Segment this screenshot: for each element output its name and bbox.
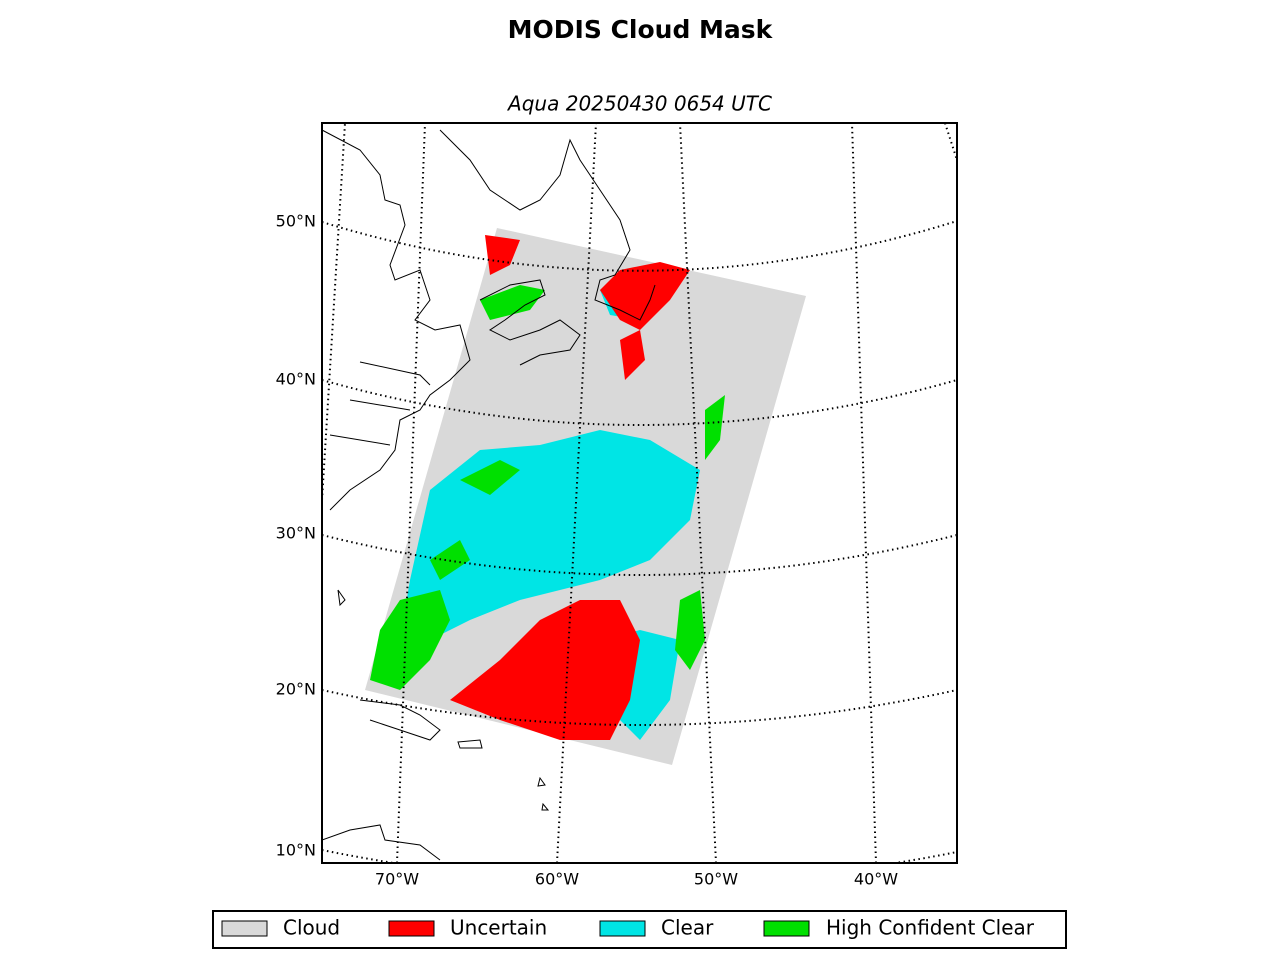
- lon-label: 70°W: [375, 870, 419, 889]
- title: MODIS Cloud Mask: [508, 15, 774, 44]
- legend-swatch: [388, 920, 435, 937]
- lat-label: 50°N: [276, 212, 316, 231]
- cloud-mask: [370, 235, 725, 740]
- mask-region: [620, 330, 645, 380]
- mask-region: [370, 590, 450, 690]
- lat-label: 30°N: [276, 524, 316, 543]
- lon-labels: 70°W 60°W 50°W 40°W: [375, 870, 898, 889]
- lat-label: 40°N: [276, 370, 316, 389]
- lat-label: 10°N: [276, 841, 316, 860]
- graticule: [322, 123, 957, 863]
- subtitle: Aqua 20250430 0654 UTC: [506, 92, 772, 116]
- mask-region: [460, 460, 520, 495]
- lat-label: 20°N: [276, 680, 316, 699]
- legend-label: Cloud: [283, 916, 340, 940]
- mask-region: [675, 590, 705, 670]
- map-frame: [321, 122, 958, 864]
- legend-swatch: [221, 920, 268, 937]
- mask-region: [705, 395, 725, 460]
- lon-label: 40°W: [854, 870, 898, 889]
- legend-swatch: [763, 920, 810, 937]
- lon-label: 60°W: [535, 870, 579, 889]
- legend-swatch: [599, 920, 646, 937]
- mask-region: [600, 262, 690, 330]
- mask-region: [450, 600, 640, 740]
- legend-items: Cloud Uncertain Clear High Confident Clear: [221, 916, 1035, 940]
- lat-labels: 50°N 40°N 30°N 20°N 10°N: [276, 212, 316, 860]
- lon-label: 50°W: [694, 870, 738, 889]
- coastlines: [322, 129, 656, 861]
- map-area: [322, 123, 957, 863]
- legend-label: Uncertain: [450, 916, 547, 940]
- mask-region: [485, 235, 520, 275]
- mask-region: [480, 285, 545, 320]
- legend-label: High Confident Clear: [826, 916, 1035, 940]
- legend-label: Clear: [661, 916, 714, 940]
